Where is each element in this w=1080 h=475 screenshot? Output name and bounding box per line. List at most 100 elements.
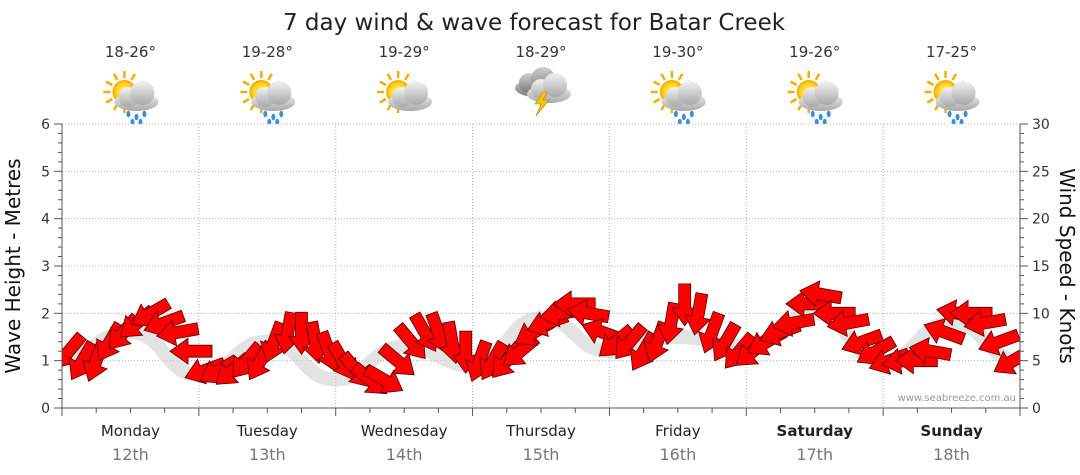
day-temperature: 19-29° xyxy=(379,43,430,61)
sun-ray xyxy=(249,73,256,81)
left-tick-label: 2 xyxy=(41,306,50,322)
rain-drop xyxy=(822,118,827,126)
sun-ray xyxy=(789,97,798,104)
wind-arrow xyxy=(963,309,1007,337)
wind-speed-series xyxy=(62,280,1020,395)
rain-drop xyxy=(963,110,968,118)
left-axis-label: Wave Height - Metres xyxy=(1,158,25,373)
sun-ray xyxy=(789,80,798,87)
cloud-part xyxy=(267,81,292,105)
day-header: 18-26° 19-28° 19-29° 18-29° 19-30° 19-26° 17-2… xyxy=(103,43,980,126)
day-name: Thursday xyxy=(505,422,576,440)
day-temperature: 19-30° xyxy=(652,43,703,61)
credit-text: www.seabreeze.com.au xyxy=(898,393,1016,404)
sun-ray xyxy=(379,97,387,104)
sun-cloud-icon xyxy=(377,71,433,113)
left-tick-label: 0 xyxy=(41,401,50,417)
wind-arrow-shape xyxy=(169,337,213,365)
day-temperature: 19-28° xyxy=(242,43,293,61)
rain-drop xyxy=(810,110,815,118)
day-date: 15th xyxy=(523,445,560,464)
rain-drop xyxy=(826,110,831,118)
wind-arrow xyxy=(684,292,712,336)
sun-cloud-rain-icon xyxy=(787,71,843,126)
sun-ray xyxy=(267,73,273,81)
sun-ray xyxy=(653,80,661,87)
cloud-part xyxy=(404,81,429,105)
sun-ray xyxy=(677,73,684,81)
cloud-part xyxy=(130,81,155,105)
day-date: 13th xyxy=(249,445,286,464)
wind-arrow-shape xyxy=(908,337,953,365)
day-temperature: 18-26° xyxy=(105,43,156,61)
sun-cloud-rain-icon xyxy=(650,71,706,126)
day-name: Friday xyxy=(655,422,701,440)
rain-drop xyxy=(267,118,272,126)
rain-drop xyxy=(681,113,686,121)
day-date: 12th xyxy=(112,445,149,464)
sun-ray xyxy=(112,73,119,81)
rain-drop xyxy=(947,110,952,118)
rain-drop xyxy=(279,110,284,118)
rain-drop xyxy=(951,118,956,126)
wind-arrow-shape xyxy=(362,363,404,394)
sun-ray xyxy=(814,73,821,81)
sun-ray xyxy=(926,97,935,104)
right-tick-label: 15 xyxy=(1032,259,1050,275)
sun-ray xyxy=(242,97,250,104)
sun-ray xyxy=(797,73,803,81)
sun-cloud-rain-icon xyxy=(240,71,296,126)
sun-ray xyxy=(386,73,393,81)
left-tick-label: 1 xyxy=(41,354,50,370)
day-date: 16th xyxy=(659,445,696,464)
sun-ray xyxy=(951,73,958,81)
wind-arrow-shape xyxy=(993,344,1020,375)
right-tick-label: 5 xyxy=(1032,354,1041,370)
axes: 0 1 2 3 4 5 6 0 5 10 15 20 25 30 xyxy=(41,117,1050,417)
right-tick-label: 20 xyxy=(1032,212,1050,228)
day-name: Wednesday xyxy=(361,422,448,440)
wind-arrow-shape xyxy=(771,309,816,337)
day-date: 14th xyxy=(386,445,423,464)
sun-cloud-rain-icon xyxy=(103,71,159,126)
wind-arrow xyxy=(993,344,1020,375)
rain-drop xyxy=(138,118,143,126)
right-tick-label: 10 xyxy=(1032,306,1050,322)
wind-arrow-shape xyxy=(799,280,843,308)
left-tick-label: 4 xyxy=(41,212,50,228)
wind-arrow-shape xyxy=(923,318,967,346)
chart-title: 7 day wind & wave forecast for Batar Cre… xyxy=(283,10,786,36)
wind-arrow-shape xyxy=(826,309,871,337)
rain-drop xyxy=(126,110,131,118)
wind-arrow-shape xyxy=(155,319,200,347)
day-footer: Monday 12th Tuesday 13th Wednesday 14th Thursd… xyxy=(101,422,983,464)
wind-arrow xyxy=(771,309,816,337)
wind-arrow xyxy=(169,337,213,365)
cloud-part xyxy=(951,81,976,105)
day-name: Sunday xyxy=(920,422,983,440)
day-temperature: 19-26° xyxy=(789,43,840,61)
wind-arrow xyxy=(552,290,596,318)
day-date: 17th xyxy=(796,445,833,464)
cloud-part xyxy=(543,73,567,97)
sun-ray xyxy=(926,80,935,87)
rain-drop xyxy=(818,113,823,121)
wind-arrow-shape xyxy=(552,290,596,318)
rain-drop xyxy=(689,110,694,118)
sun-ray xyxy=(242,80,250,87)
sun-ray xyxy=(660,73,666,81)
storm-icon xyxy=(515,67,571,117)
wind-arrow xyxy=(908,337,953,365)
right-axis-label: Wind Speed - Knots xyxy=(1055,168,1079,364)
sun-ray xyxy=(105,97,113,104)
sun-cloud-rain-icon xyxy=(924,71,980,126)
wind-arrow-shape xyxy=(978,328,1020,356)
lightning-bolt xyxy=(534,91,550,117)
cloud-part xyxy=(814,81,839,105)
wind-arrow xyxy=(155,319,200,347)
wind-arrow xyxy=(923,318,967,346)
right-tick-label: 25 xyxy=(1032,164,1050,180)
sun-ray xyxy=(130,73,137,81)
day-temperature: 17-25° xyxy=(926,43,977,61)
